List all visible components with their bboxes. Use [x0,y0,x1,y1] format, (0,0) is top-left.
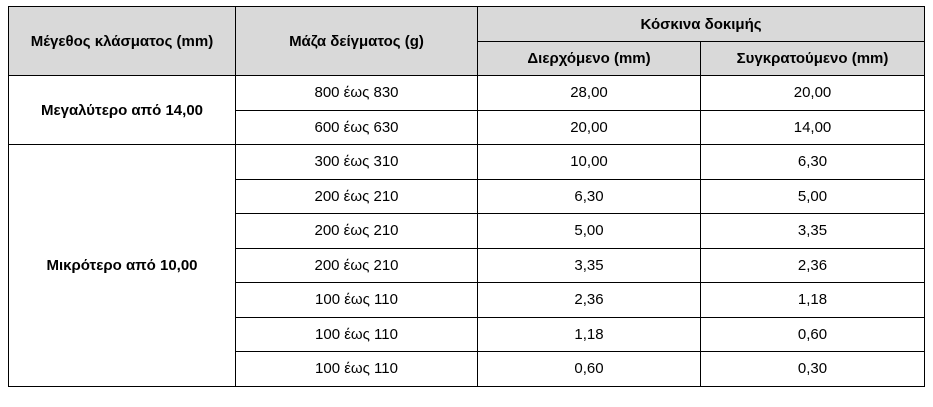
table-row: 100 έως 110 1,18 0,60 [9,316,926,352]
header-test-sieves: Κόσκινα δοκιμής [476,6,926,42]
cell-mass: 800 έως 830 [235,75,478,111]
cell-passing: 20,00 [477,109,701,145]
cell-passing: 0,60 [477,351,701,387]
cell-passing: 28,00 [477,75,701,111]
cell-mass: 200 έως 210 [235,247,478,283]
cell-mass: 300 έως 310 [235,144,478,180]
cell-retained: 1,18 [699,282,926,318]
table-row: 200 έως 210 5,00 3,35 [9,213,926,249]
header-passing: Διερχόμενο (mm) [477,41,701,76]
header-retained: Συγκρατούμενο (mm) [699,41,926,76]
header-sample-mass: Μάζα δείγματος (g) [235,6,478,76]
table-row: 200 έως 210 6,30 5,00 [9,178,926,214]
sieve-table: Μέγεθος κλάσματος (mm) Μάζα δείγματος (g… [8,6,926,387]
cell-retained: 6,30 [699,144,926,180]
header-fraction-size: Μέγεθος κλάσματος (mm) [8,6,236,76]
table-row: 100 έως 110 0,60 0,30 [9,351,926,387]
cell-retained: 5,00 [699,178,926,214]
cell-passing: 10,00 [477,144,701,180]
table-row: 100 έως 110 2,36 1,18 [9,282,926,318]
table-row: Μεγαλύτερο από 14,00 800 έως 830 28,00 2… [8,75,926,145]
cell-mass: 600 έως 630 [235,109,478,145]
group-label: Μεγαλύτερο από 14,00 [8,75,236,145]
table-row: 200 έως 210 3,35 2,36 [9,247,926,283]
cell-retained: 0,60 [699,316,926,352]
cell-mass: 100 έως 110 [235,282,478,318]
cell-retained: 14,00 [699,109,926,145]
table-row: 600 έως 630 20,00 14,00 [9,109,926,145]
cell-mass: 100 έως 110 [235,316,478,352]
cell-mass: 100 έως 110 [235,351,478,387]
table-row: Μικρότερο από 10,00 300 έως 310 10,00 6,… [8,144,926,387]
cell-mass: 200 έως 210 [235,178,478,214]
cell-retained: 20,00 [699,75,926,111]
cell-retained: 2,36 [699,247,926,283]
cell-passing: 3,35 [477,247,701,283]
cell-passing: 6,30 [477,178,701,214]
cell-mass: 200 έως 210 [235,213,478,249]
cell-retained: 3,35 [699,213,926,249]
cell-retained: 0,30 [699,351,926,387]
group-label: Μικρότερο από 10,00 [8,144,236,387]
cell-passing: 1,18 [477,316,701,352]
cell-passing: 2,36 [477,282,701,318]
cell-passing: 5,00 [477,213,701,249]
